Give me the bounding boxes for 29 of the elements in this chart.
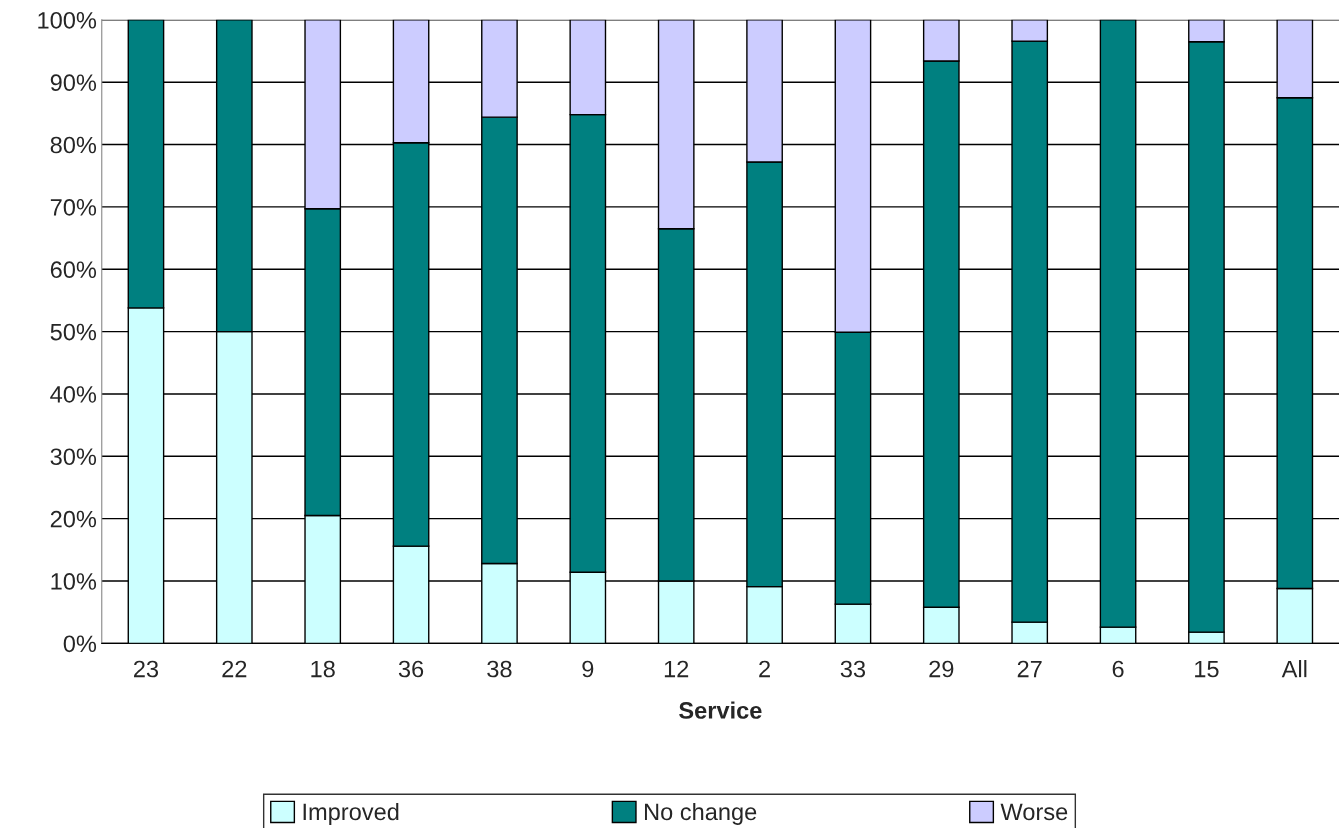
x-tick-label: 22 [222,660,247,678]
y-tick-label: 80% [50,136,97,154]
x-tick-label: 6 [1112,660,1124,678]
x-tick-label: All [1281,660,1307,678]
x-tick-label: 23 [134,660,159,678]
y-tick-label: 60% [50,261,97,279]
y-tick-label: 70% [50,198,97,216]
x-tick-label: 38 [487,660,512,678]
x-tick-label: 15 [1195,660,1219,678]
y-tick-label: 10% [51,573,97,590]
legend-label: Worse [1000,803,1068,821]
y-tick-label: 30% [50,448,97,466]
x-tick-label: 2 [759,660,770,678]
y-tick-label: 20% [50,510,97,528]
x-tick-label: 33 [840,660,866,678]
legend-label: Improved [303,802,399,825]
x-tick-label: 36 [398,660,424,678]
y-tick-label: 40% [50,386,97,403]
x-tick-label: 29 [929,660,954,678]
y-tick-label: 90% [50,74,97,92]
x-axis-title: Service [679,701,762,719]
x-tick-label: 9 [582,660,594,678]
legend-label: No change [644,802,757,825]
y-tick-label: 50% [50,323,97,341]
x-tick-label: 12 [664,660,689,678]
x-tick-label: 27 [1017,660,1042,678]
y-tick-label: 0% [63,635,97,653]
x-tick-label: 18 [311,660,335,678]
y-tick-label: 100% [38,11,97,29]
